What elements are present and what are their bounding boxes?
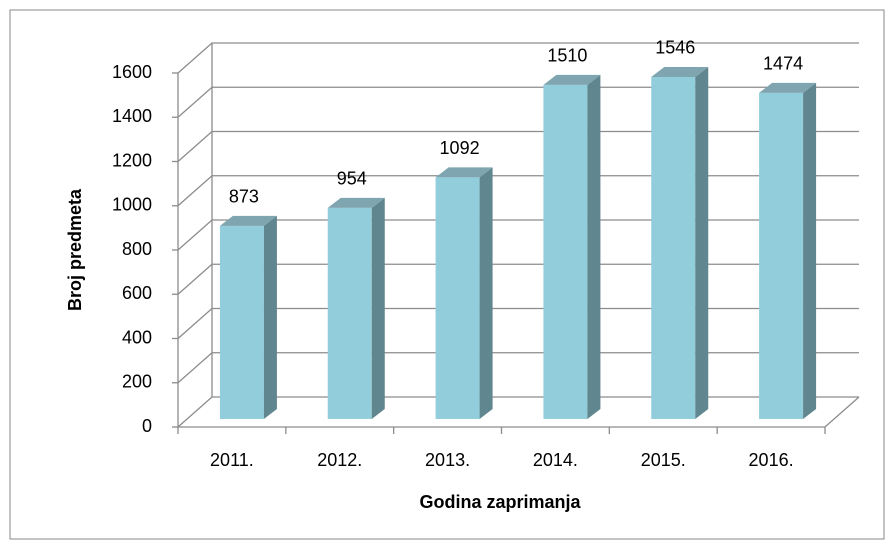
data-label: 1474: [763, 54, 803, 74]
bar-side: [263, 215, 277, 419]
y-axis-title: Broj predmeta: [65, 188, 85, 311]
grid-line: [177, 263, 859, 295]
y-tick-label: 400: [122, 327, 152, 347]
bar: [435, 177, 480, 419]
bar-top: [219, 215, 277, 226]
bar-top: [759, 82, 817, 93]
data-label: 954: [337, 169, 367, 189]
y-tick-label: 1600: [112, 62, 152, 82]
grid-line: [177, 219, 859, 251]
y-tick-label: 1200: [112, 150, 152, 170]
grid-line: [177, 352, 859, 384]
grid-line: [177, 86, 859, 118]
bar-top: [435, 167, 493, 178]
x-tick-label: 2014.: [533, 450, 578, 470]
x-tick-label: 2016.: [749, 450, 794, 470]
data-label: 1510: [547, 46, 587, 66]
grid-line: [177, 42, 859, 74]
y-tick-label: 600: [122, 283, 152, 303]
bar-side: [479, 167, 493, 419]
bar-side: [695, 66, 709, 419]
data-label: 1546: [655, 38, 695, 58]
bar: [543, 84, 588, 419]
x-tick-label: 2013.: [425, 450, 470, 470]
grid-line: [177, 130, 859, 162]
data-label: 873: [229, 187, 259, 207]
bar: [327, 207, 372, 419]
bar: [219, 225, 264, 419]
bar-top: [543, 74, 601, 85]
grid-line: [177, 396, 859, 428]
bar-side: [587, 74, 601, 419]
y-tick-label: 200: [122, 372, 152, 392]
bar: [651, 76, 696, 419]
y-tick-label: 800: [122, 239, 152, 259]
bar-side: [371, 197, 385, 419]
data-label: 1092: [440, 138, 480, 158]
x-tick-label: 2011.: [210, 450, 254, 470]
y-tick-label: 0: [142, 416, 152, 436]
bar-top: [651, 66, 709, 77]
bar-side: [803, 82, 817, 419]
grid-line: [177, 307, 859, 339]
x-tick-label: 2012.: [317, 450, 362, 470]
bar: [759, 92, 804, 419]
grid-line: [177, 175, 859, 207]
x-tick-label: 2015.: [641, 450, 686, 470]
y-tick-label: 1400: [112, 106, 152, 126]
y-tick-label: 1000: [112, 195, 152, 215]
bar-top: [327, 197, 385, 208]
x-axis-title: Godina zaprimanja: [419, 492, 581, 512]
